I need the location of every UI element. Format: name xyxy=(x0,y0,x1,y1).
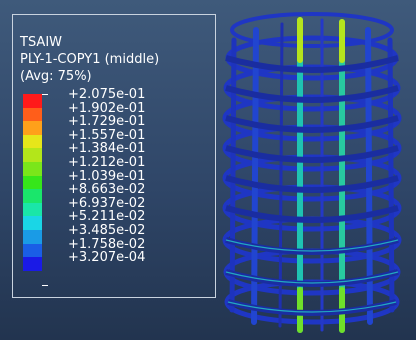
legend-swatch xyxy=(23,134,42,149)
legend-swatch xyxy=(23,257,42,271)
legend-value: +5.211e-02 xyxy=(68,209,146,225)
hoop-ring xyxy=(230,12,394,48)
legend-variable: TSAIW xyxy=(20,35,63,50)
legend-swatch xyxy=(23,216,42,230)
legend-swatch xyxy=(23,189,42,203)
legend-value: +1.729e-01 xyxy=(68,114,146,130)
legend-swatch xyxy=(23,107,42,122)
legend-color-bar xyxy=(23,94,43,271)
legend-value: +2.075e-01 xyxy=(68,87,146,102)
legend-tick xyxy=(42,285,48,286)
legend-swatch xyxy=(23,94,42,108)
legend-swatch xyxy=(23,161,42,176)
legend-swatch xyxy=(23,243,42,258)
legend-value: +1.902e-01 xyxy=(68,100,146,116)
legend-value: +1.758e-02 xyxy=(68,236,146,252)
legend-swatch xyxy=(23,148,42,162)
longitudinal-stringers xyxy=(229,17,395,333)
legend-value: +1.039e-01 xyxy=(68,168,146,184)
legend-title: TSAIW PLY-1-COPY1 (middle) (Avg: 75%) xyxy=(20,34,159,85)
legend-value: +1.384e-01 xyxy=(68,141,146,157)
legend-value: +8.663e-02 xyxy=(68,182,146,198)
legend-values: +2.075e-01 +1.902e-01 +1.729e-01 +1.557e… xyxy=(68,88,145,265)
legend-ply: PLY-1-COPY1 (middle) xyxy=(20,52,160,67)
legend-value: +3.207e-04 xyxy=(68,250,146,266)
legend-swatch xyxy=(23,202,42,217)
legend-averaging: (Avg: 75%) xyxy=(20,69,92,84)
legend-value: +3.485e-02 xyxy=(68,222,146,238)
legend-tick xyxy=(42,94,48,95)
legend-value: +6.937e-02 xyxy=(68,195,146,211)
front-hoop-highlights xyxy=(225,239,399,313)
legend-swatch xyxy=(23,121,42,135)
legend-frame xyxy=(12,14,216,298)
legend-value: +1.557e-01 xyxy=(68,127,146,143)
legend-value: +1.212e-01 xyxy=(68,154,146,170)
legend-swatch xyxy=(23,175,42,190)
legend-swatch xyxy=(23,229,42,244)
